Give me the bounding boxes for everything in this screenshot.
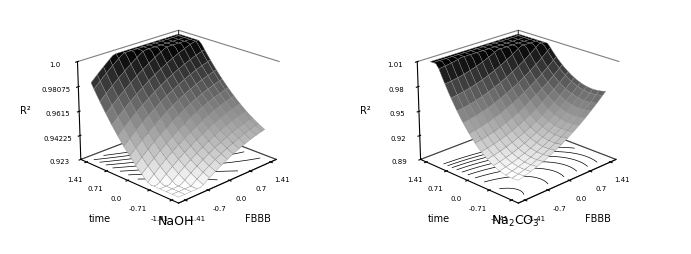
Title: NaOH: NaOH — [158, 215, 193, 228]
Y-axis label: time: time — [88, 214, 111, 224]
X-axis label: FBBB: FBBB — [585, 214, 610, 224]
Y-axis label: time: time — [428, 214, 451, 224]
Title: Na$_2$CO$_3$: Na$_2$CO$_3$ — [491, 214, 540, 229]
X-axis label: FBBB: FBBB — [245, 214, 271, 224]
